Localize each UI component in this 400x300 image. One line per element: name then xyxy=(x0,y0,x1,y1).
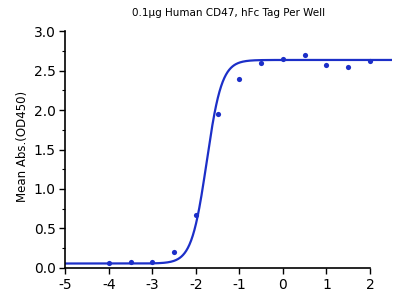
Point xyxy=(258,60,264,65)
Point xyxy=(127,260,134,265)
Title: 0.1μg Human CD47, hFc Tag Per Well: 0.1μg Human CD47, hFc Tag Per Well xyxy=(132,8,325,18)
Point xyxy=(214,112,221,116)
Point xyxy=(236,76,242,81)
Point xyxy=(106,261,112,266)
Point xyxy=(302,52,308,57)
Point xyxy=(280,56,286,61)
Y-axis label: Mean Abs.(OD450): Mean Abs.(OD450) xyxy=(16,91,29,202)
Point xyxy=(367,59,373,64)
Point xyxy=(323,63,330,68)
Point xyxy=(345,64,351,69)
Point xyxy=(171,250,177,254)
Point xyxy=(193,213,199,218)
Point xyxy=(149,259,156,264)
